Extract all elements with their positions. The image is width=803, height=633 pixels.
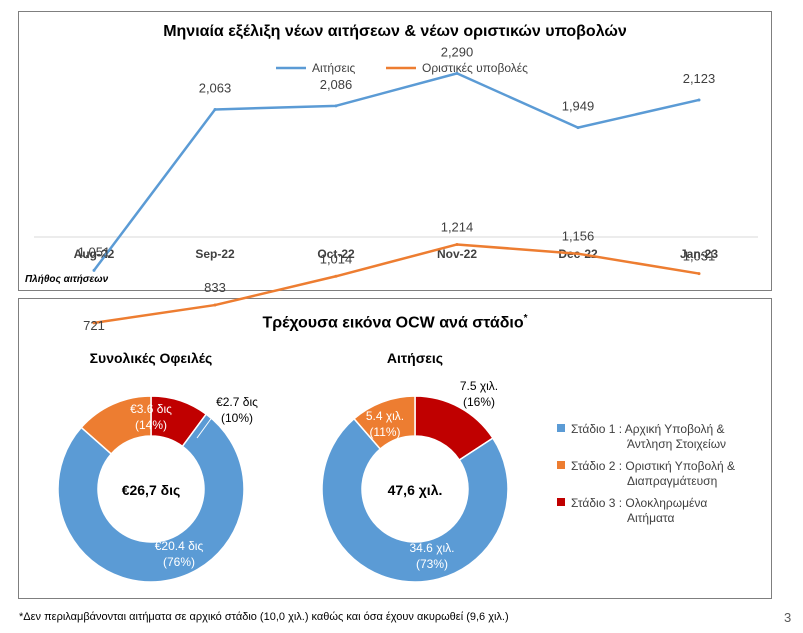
- data-point-2: [697, 272, 701, 276]
- slice-value-label: 5.4 χιλ.: [366, 409, 404, 423]
- footer-label: Πλήθος αιτήσεων: [25, 274, 109, 285]
- data-label-2: 1,014: [320, 251, 353, 266]
- slice-pct-label: (11%): [369, 425, 400, 439]
- footnote: *Δεν περιλαμβάνονται αιτήματα σε αρχικό …: [19, 611, 509, 623]
- slice-value-label: €20.4 δις: [155, 539, 204, 553]
- legend-stage-2-line2: Διαπραγμάτευση: [627, 474, 717, 488]
- slice-pct-label: (73%): [416, 557, 448, 571]
- data-label-1: 2,290: [441, 44, 474, 59]
- slice-value-label: €3.6 δις: [130, 402, 172, 416]
- data-label-2: 1,214: [441, 219, 474, 234]
- data-point-2: [92, 321, 96, 325]
- x-tick-label: Jan-23: [680, 247, 718, 261]
- data-label-1: 2,063: [199, 80, 232, 95]
- donut-panel-title: Τρέχουσα εικόνα OCW ανά στάδιο*: [19, 313, 771, 332]
- slice-value-label: 34.6 χιλ.: [410, 541, 455, 555]
- data-label-1: 1,949: [562, 99, 595, 114]
- legend-stage-3-line2: Αιτήματα: [627, 511, 675, 525]
- slice-value-label: €2.7 δις: [216, 395, 258, 409]
- donut-slice-2-2: [353, 395, 416, 451]
- data-point-1: [455, 71, 459, 75]
- x-tick-label: Oct-22: [317, 247, 355, 261]
- donut-center-label-2: 47,6 χιλ.: [388, 482, 443, 498]
- data-point-1: [576, 126, 580, 130]
- legend-label-1: Αιτήσεις: [312, 61, 356, 75]
- donut-slice-1-1: [57, 413, 245, 583]
- donut-center-label-1: €26,7 δις: [122, 482, 181, 498]
- data-label-1: 2,086: [320, 77, 353, 92]
- series-line-2: [93, 243, 700, 325]
- data-label-2: 1,156: [562, 229, 595, 244]
- legend-stage-1-line2: Άντληση Στοιχείων: [627, 437, 726, 451]
- series-line-1: [93, 72, 700, 272]
- donut-slice-2-1: [321, 417, 509, 583]
- slice-pct-label: (14%): [135, 418, 167, 432]
- line-chart-panel: Μηνιαία εξέλιξη νέων αιτήσεων & νέων ορι…: [18, 11, 772, 291]
- data-point-2: [576, 252, 580, 256]
- legend-stage-3-line1: Στάδιο 3 : Ολοκληρωμένα: [571, 496, 707, 510]
- data-point-1: [213, 107, 217, 111]
- leader-line: [196, 415, 214, 439]
- data-label-2: 1,031: [683, 249, 716, 264]
- data-label-2: 833: [204, 280, 226, 295]
- donut-title-2: Αιτήσεις: [387, 350, 443, 366]
- slice-value-label: 7.5 χιλ.: [460, 379, 498, 393]
- line-chart-title: Μηνιαία εξέλιξη νέων αιτήσεων & νέων ορι…: [163, 23, 627, 40]
- legend-stage-1-line1: Στάδιο 1 : Αρχική Υποβολή &: [571, 422, 724, 436]
- data-point-2: [334, 274, 338, 278]
- data-label-2: 721: [83, 318, 105, 333]
- data-point-2: [213, 303, 217, 307]
- legend-swatch-stage-3: [557, 498, 565, 506]
- page-number: 3: [784, 610, 792, 625]
- data-point-1: [92, 268, 96, 272]
- donut-title-1: Συνολικές Οφειλές: [90, 350, 213, 366]
- slice-pct-label: (16%): [463, 395, 495, 409]
- data-point-1: [697, 98, 701, 102]
- data-point-1: [334, 104, 338, 108]
- x-tick-label: Nov-22: [437, 247, 477, 261]
- data-point-2: [455, 242, 459, 246]
- donut-panel-title-text: Τρέχουσα εικόνα OCW ανά στάδιο: [262, 314, 524, 332]
- data-label-1: 1,051: [78, 244, 111, 259]
- legend-stage-2-line1: Στάδιο 2 : Οριστική Υποβολή &: [571, 459, 735, 473]
- legend-label-2: Οριστικές υποβολές: [422, 61, 528, 75]
- legend-swatch-stage-1: [557, 424, 565, 432]
- slice-pct-label: (76%): [163, 555, 195, 569]
- data-label-1: 2,123: [683, 71, 716, 86]
- slice-pct-label: (10%): [221, 411, 253, 425]
- donut-panel-title-mark: *: [523, 313, 528, 324]
- x-tick-label: Sep-22: [195, 247, 235, 261]
- donut-slice-1-2: [80, 395, 152, 455]
- legend-swatch-stage-2: [557, 461, 565, 469]
